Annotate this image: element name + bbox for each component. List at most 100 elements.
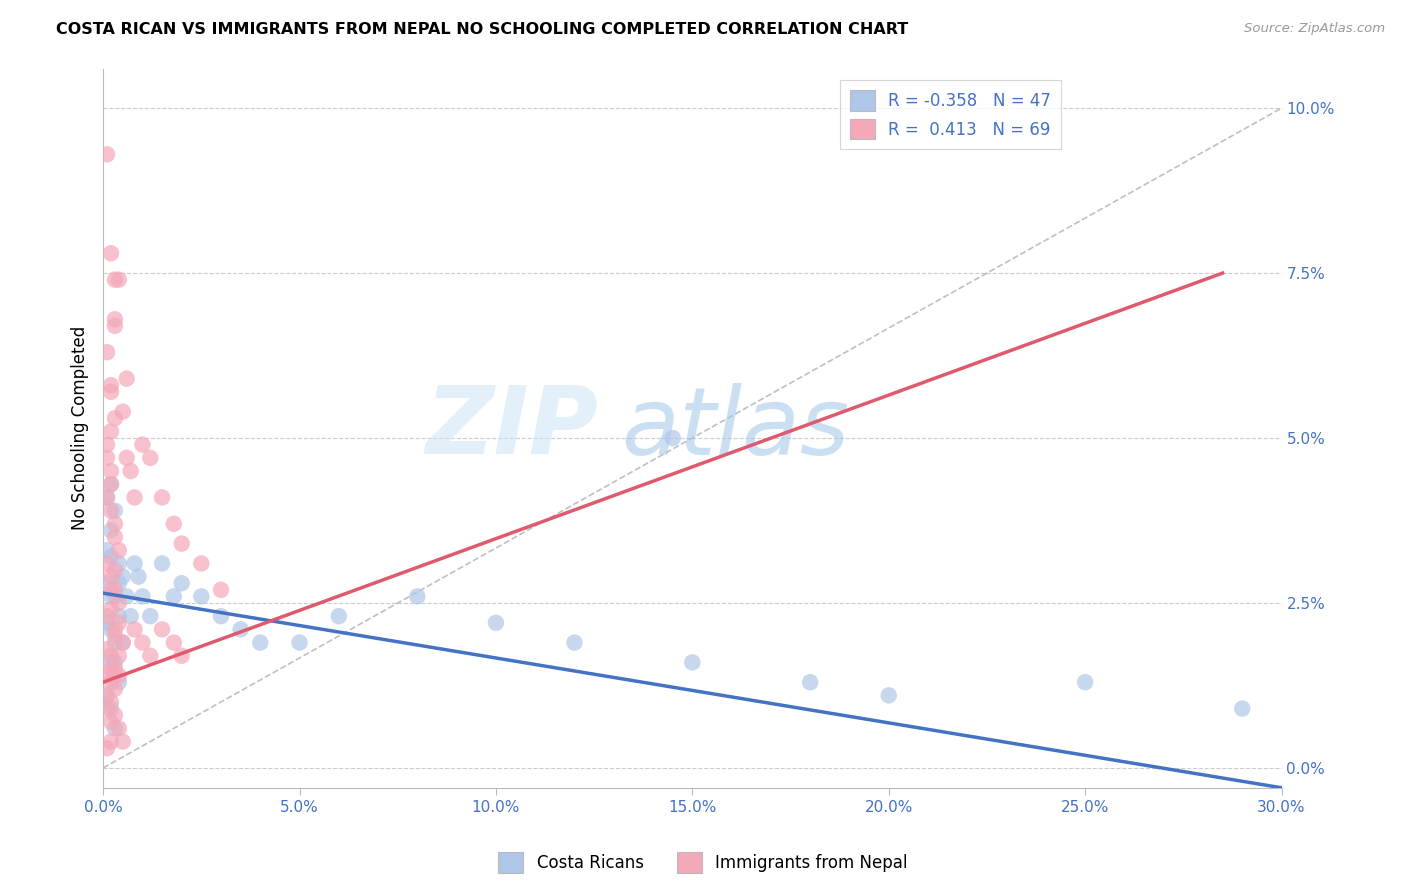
Point	[96, 345, 118, 359]
Point	[115, 371, 138, 385]
Point	[100, 701, 122, 715]
Point	[104, 722, 127, 736]
Point	[190, 557, 212, 571]
Point	[100, 675, 122, 690]
Point	[288, 635, 311, 649]
Y-axis label: No Schooling Completed: No Schooling Completed	[72, 326, 89, 530]
Text: ZIP: ZIP	[425, 382, 598, 475]
Point	[104, 318, 127, 333]
Point	[100, 695, 122, 709]
Point	[170, 648, 193, 663]
Point	[96, 741, 118, 756]
Point	[108, 557, 131, 571]
Point	[96, 689, 118, 703]
Point	[120, 609, 142, 624]
Point	[681, 656, 703, 670]
Point	[104, 623, 127, 637]
Point	[108, 722, 131, 736]
Point	[100, 524, 122, 538]
Point	[104, 516, 127, 531]
Point	[120, 464, 142, 478]
Point	[96, 609, 118, 624]
Point	[170, 576, 193, 591]
Point	[1232, 701, 1254, 715]
Point	[209, 609, 232, 624]
Point	[150, 623, 173, 637]
Point	[104, 582, 127, 597]
Point	[104, 563, 127, 577]
Point	[100, 569, 122, 583]
Point	[100, 384, 122, 399]
Point	[100, 734, 122, 748]
Point	[100, 662, 122, 676]
Point	[100, 477, 122, 491]
Point	[100, 246, 122, 260]
Legend: Costa Ricans, Immigrants from Nepal: Costa Ricans, Immigrants from Nepal	[492, 846, 914, 880]
Point	[108, 615, 131, 630]
Point	[877, 689, 900, 703]
Point	[100, 549, 122, 564]
Point	[108, 596, 131, 610]
Point	[96, 689, 118, 703]
Point	[124, 491, 146, 505]
Point	[406, 590, 429, 604]
Point	[104, 635, 127, 649]
Point	[564, 635, 586, 649]
Point	[100, 714, 122, 729]
Point	[104, 662, 127, 676]
Point	[163, 516, 186, 531]
Point	[104, 629, 127, 643]
Point	[108, 543, 131, 558]
Point	[108, 576, 131, 591]
Text: COSTA RICAN VS IMMIGRANTS FROM NEPAL NO SCHOOLING COMPLETED CORRELATION CHART: COSTA RICAN VS IMMIGRANTS FROM NEPAL NO …	[56, 22, 908, 37]
Point	[100, 590, 122, 604]
Point	[124, 557, 146, 571]
Point	[139, 609, 162, 624]
Point	[100, 503, 122, 517]
Point	[96, 450, 118, 465]
Point	[111, 404, 134, 418]
Point	[170, 536, 193, 550]
Point	[96, 437, 118, 451]
Point	[100, 648, 122, 663]
Point	[209, 582, 232, 597]
Point	[115, 450, 138, 465]
Point	[111, 734, 134, 748]
Point	[108, 609, 131, 624]
Point	[104, 708, 127, 723]
Text: atlas: atlas	[621, 383, 849, 474]
Point	[104, 681, 127, 696]
Point	[100, 623, 122, 637]
Point	[249, 635, 271, 649]
Point	[124, 623, 146, 637]
Point	[96, 576, 118, 591]
Point	[100, 656, 122, 670]
Point	[150, 557, 173, 571]
Point	[131, 635, 153, 649]
Point	[131, 590, 153, 604]
Point	[139, 648, 162, 663]
Point	[104, 656, 127, 670]
Point	[1074, 675, 1097, 690]
Point	[104, 411, 127, 425]
Point	[799, 675, 821, 690]
Point	[96, 701, 118, 715]
Point	[108, 675, 131, 690]
Point	[96, 147, 118, 161]
Point	[150, 491, 173, 505]
Point	[328, 609, 350, 624]
Point	[100, 582, 122, 597]
Point	[96, 543, 118, 558]
Point	[100, 425, 122, 439]
Point	[127, 569, 149, 583]
Point	[100, 464, 122, 478]
Point	[131, 437, 153, 451]
Point	[104, 590, 127, 604]
Point	[111, 635, 134, 649]
Point	[661, 431, 683, 445]
Point	[139, 450, 162, 465]
Point	[96, 557, 118, 571]
Point	[96, 491, 118, 505]
Point	[108, 273, 131, 287]
Legend: R = -0.358   N = 47, R =  0.413   N = 69: R = -0.358 N = 47, R = 0.413 N = 69	[839, 80, 1062, 150]
